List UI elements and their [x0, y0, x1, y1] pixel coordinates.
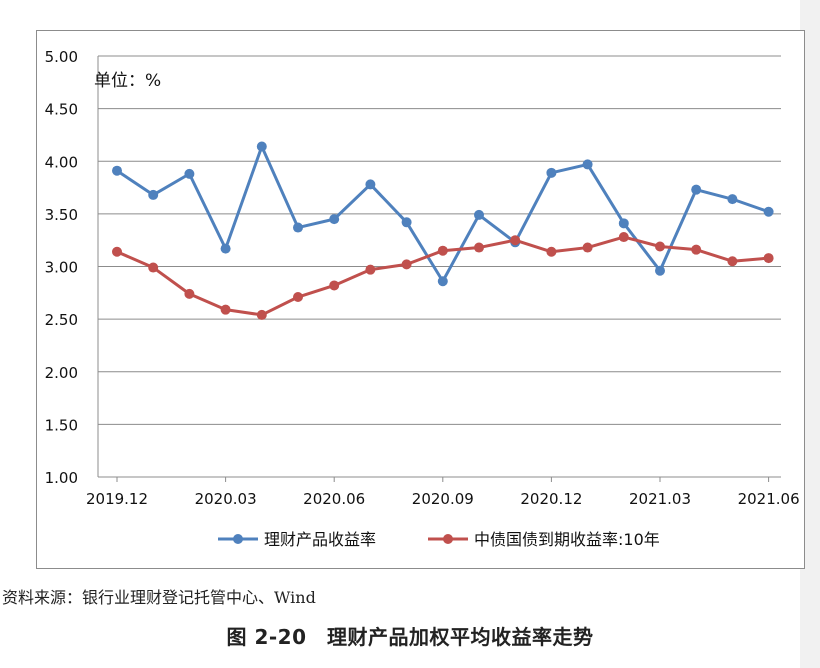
- data-point: [365, 179, 376, 190]
- legend-label: 理财产品收益率: [264, 530, 376, 549]
- x-tick-label: 2020.03: [195, 490, 257, 508]
- y-tick-label: 3.50: [45, 206, 78, 224]
- source-note: 资料来源：银行业理财登记托管中心、Wind: [2, 588, 316, 607]
- data-point: [148, 262, 159, 273]
- data-point: [437, 245, 448, 256]
- data-point: [148, 189, 159, 200]
- y-tick-label: 3.00: [45, 259, 78, 277]
- x-axis-ticks: 2019.12 2020.03 2020.06 2020.09 2020.12 2021.…: [86, 477, 800, 508]
- data-point: [763, 253, 774, 264]
- data-point: [582, 159, 593, 170]
- grid-layer: [97, 55, 781, 478]
- legend-item-1: 理财产品收益率: [218, 530, 376, 549]
- y-tick-label: 2.00: [45, 364, 78, 382]
- y-tick-label: 4.00: [45, 153, 78, 171]
- data-point: [365, 264, 376, 275]
- data-point: [510, 235, 521, 246]
- data-point: [401, 259, 412, 270]
- data-point: [293, 222, 303, 233]
- y-tick-label: 2.50: [45, 311, 78, 329]
- data-point: [727, 194, 738, 205]
- data-point: [184, 168, 195, 179]
- data-point: [437, 276, 448, 287]
- x-tick-label: 2020.09: [412, 490, 474, 508]
- data-point: [618, 218, 629, 229]
- data-point: [655, 265, 665, 276]
- y-tick-label: 5.00: [45, 48, 78, 66]
- x-tick-label: 2020.06: [303, 490, 365, 508]
- series-layer: [112, 141, 774, 320]
- data-point: [329, 280, 340, 291]
- data-point: [184, 288, 195, 299]
- x-tick-label: 2020.12: [520, 490, 582, 508]
- unit-label: 单位：%: [94, 71, 161, 91]
- data-point: [329, 214, 340, 225]
- data-point: [474, 209, 484, 220]
- data-point: [401, 217, 412, 228]
- data-point: [112, 246, 122, 257]
- series-2: [112, 232, 774, 320]
- figure-caption: 图 2-20 理财产品加权平均收益率走势: [226, 625, 594, 649]
- legend-item-2: 中债国债到期收益率:10年: [428, 530, 660, 549]
- data-point: [256, 141, 267, 152]
- data-point: [546, 167, 557, 178]
- data-point: [256, 309, 267, 320]
- chart-border: [36, 30, 805, 569]
- legend-label: 中债国债到期收益率:10年: [474, 530, 660, 549]
- line-chart: 1.00 1.50 2.00 2.50 3.00 3.50 4.00 4.50 5.00 201…: [36, 30, 805, 569]
- data-point: [293, 292, 303, 303]
- legend-marker: [443, 534, 453, 544]
- data-point: [220, 243, 231, 254]
- data-point: [474, 242, 484, 253]
- x-tick-label: 2019.12: [86, 490, 148, 508]
- legend-marker: [233, 534, 243, 544]
- chart-frame: 1.00 1.50 2.00 2.50 3.00 3.50 4.00 4.50 5.00 201…: [36, 30, 806, 570]
- data-point: [582, 242, 593, 253]
- data-point: [691, 184, 702, 195]
- legend: 理财产品收益率 中债国债到期收益率:10年: [218, 530, 660, 549]
- data-point: [691, 244, 702, 255]
- data-point: [220, 304, 231, 315]
- y-tick-label: 4.50: [45, 101, 78, 119]
- data-point: [618, 232, 629, 243]
- data-point: [546, 246, 557, 257]
- data-point: [727, 256, 738, 267]
- data-point: [763, 206, 774, 217]
- data-point: [655, 241, 665, 252]
- data-point: [112, 165, 122, 176]
- y-tick-label: 1.00: [45, 469, 78, 487]
- x-tick-label: 2021.06: [738, 490, 800, 508]
- y-tick-label: 1.50: [45, 416, 78, 434]
- x-tick-label: 2021.03: [629, 490, 691, 508]
- y-axis-ticks: 1.00 1.50 2.00 2.50 3.00 3.50 4.00 4.50 5.00: [45, 48, 78, 487]
